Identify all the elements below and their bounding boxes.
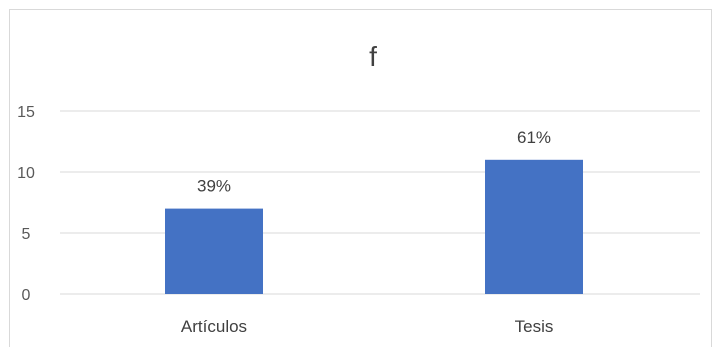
- data-labels: 39% 61%: [197, 128, 551, 196]
- y-axis-tick-labels: 0 5 10 15: [17, 104, 35, 304]
- data-label: 39%: [197, 177, 231, 196]
- chart-title: f: [369, 41, 377, 72]
- y-tick-label: 0: [22, 287, 31, 304]
- x-axis-tick-labels: Artículos Tesis: [181, 317, 553, 336]
- gridlines: [60, 110, 700, 295]
- bar-tesis: [485, 159, 583, 294]
- y-tick-label: 10: [17, 165, 35, 182]
- x-tick-label: Tesis: [515, 317, 554, 336]
- x-tick-label: Artículos: [181, 317, 247, 336]
- chart-frame: [9, 9, 712, 347]
- y-tick-label: 5: [22, 226, 31, 243]
- bars: [165, 159, 583, 294]
- bar-artículos: [165, 208, 263, 294]
- y-tick-label: 15: [17, 104, 35, 121]
- data-label: 61%: [517, 128, 551, 147]
